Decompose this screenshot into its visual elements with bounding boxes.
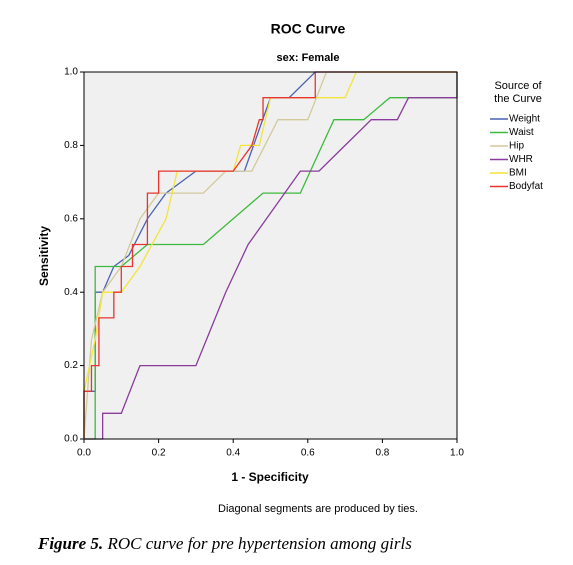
caption-label: Figure 5. <box>37 534 103 553</box>
plot-area <box>84 72 457 439</box>
x-tick-label: 0.2 <box>152 448 166 459</box>
x-tick-label: 0.8 <box>375 448 389 459</box>
x-tick-label: 0.4 <box>226 448 240 459</box>
y-tick-label: 1.0 <box>64 67 78 78</box>
legend-title: the Curve <box>494 93 542 105</box>
x-axis-label: 1 - Specificity <box>231 470 309 484</box>
x-tick-label: 0.0 <box>77 448 91 459</box>
caption: Figure 5. ROC curve for pre hypertension… <box>37 534 412 553</box>
caption-text: ROC curve for pre hypertension among gir… <box>106 534 412 553</box>
y-tick-label: 0.2 <box>64 360 78 371</box>
y-tick-label: 0.6 <box>64 213 78 224</box>
legend-label: Bodyfat <box>509 181 543 192</box>
legend-label: WHR <box>509 154 533 165</box>
y-tick-label: 0.4 <box>64 287 78 298</box>
x-tick-label: 0.6 <box>301 448 315 459</box>
legend-label: Hip <box>509 141 524 152</box>
chart-subtitle: sex: Female <box>277 52 340 64</box>
legend-label: BMI <box>509 168 527 179</box>
roc-line <box>83 71 457 439</box>
plot-frame <box>83 71 458 440</box>
y-tick-label: 0.8 <box>64 140 78 151</box>
legend-label: Waist <box>509 127 534 138</box>
legend-title: Source of <box>494 80 542 92</box>
x-tick-label: 1.0 <box>450 448 464 459</box>
roc-line <box>84 72 458 440</box>
roc-line <box>84 72 458 440</box>
legend-label: Weight <box>509 114 540 125</box>
chart-title: ROC Curve <box>271 21 346 37</box>
footnote: Diagonal segments are produced by ties. <box>218 503 418 515</box>
y-axis-label: Sensitivity <box>37 226 51 286</box>
y-tick-label: 0.0 <box>64 434 78 445</box>
